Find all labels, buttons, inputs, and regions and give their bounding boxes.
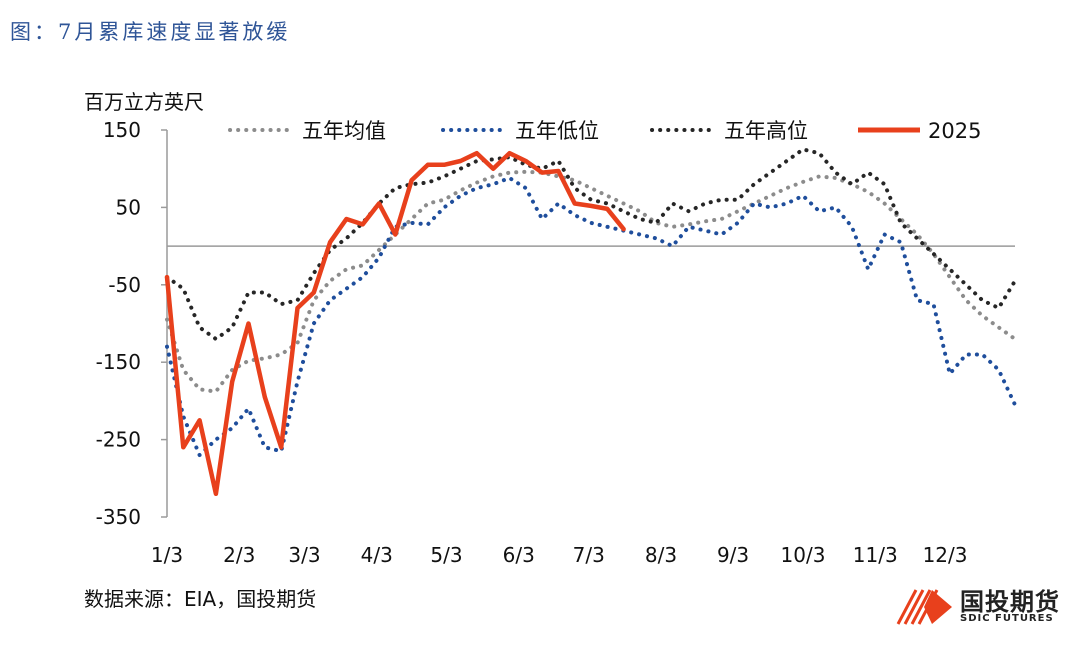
logo-chinese-text: 国投期货: [960, 588, 1060, 616]
y-axis-unit-label: 百万立方英尺: [84, 90, 204, 114]
series-line-five-year-low: [165, 176, 1017, 458]
company-logo: 国投期货 SDIC FUTURES: [894, 580, 1074, 630]
x-tick-label: 8/3: [645, 543, 677, 567]
y-tick-label: -350: [96, 505, 141, 529]
data-source-note: 数据来源：EIA，国投期货: [84, 587, 317, 611]
logo-english-text: SDIC FUTURES: [960, 613, 1054, 624]
legend-label: 五年均值: [302, 119, 386, 143]
legend-label: 五年低位: [515, 119, 599, 143]
chart-series: [164, 147, 1017, 497]
x-tick-label: 2/3: [223, 543, 255, 567]
legend-label: 2025: [928, 119, 981, 143]
x-tick-label: 3/3: [288, 543, 320, 567]
y-tick-label: 150: [103, 118, 141, 142]
figure-title: 图：7月累库速度显著放缓: [10, 20, 291, 44]
legend-label: 五年高位: [724, 119, 808, 143]
sdic-logo-icon: [896, 589, 952, 625]
x-tick-label: 6/3: [503, 543, 535, 567]
x-tick-label: 11/3: [853, 543, 898, 567]
x-tick-label: 9/3: [717, 543, 749, 567]
x-tick-label: 1/3: [151, 543, 183, 567]
x-tick-label: 10/3: [781, 543, 826, 567]
x-tick-label: 5/3: [430, 543, 462, 567]
x-tick-label: 4/3: [361, 543, 393, 567]
chart-legend: 五年均值 五年低位 五年高位 2025: [228, 119, 981, 143]
y-tick-label: 50: [116, 195, 141, 219]
chart-axes: 150 50 -50 -150 -250 -350 1/3 2/3 3/3 4/3 5/3 6/3 7/…: [96, 118, 1015, 567]
y-tick-label: -150: [96, 350, 141, 374]
x-tick-label: 7/3: [573, 543, 605, 567]
series-line-2025: [164, 150, 626, 497]
y-tick-label: -250: [96, 428, 141, 452]
x-tick-label: 12/3: [923, 543, 968, 567]
series-line-five-year-high: [165, 147, 1017, 341]
y-tick-label: -50: [108, 273, 141, 297]
